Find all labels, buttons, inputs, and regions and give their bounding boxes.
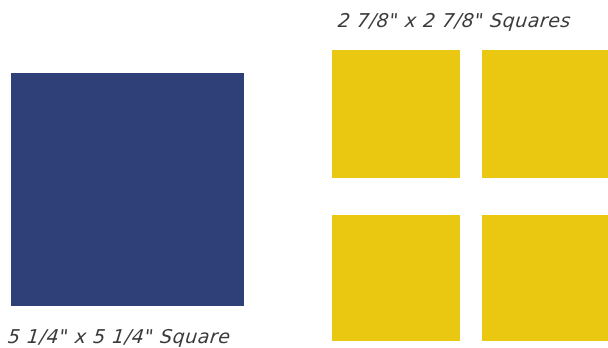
big-square-label: 5 1/4" x 5 1/4" Square xyxy=(6,326,232,348)
yellow-square-bottom-left xyxy=(332,215,460,341)
yellow-square-top-left xyxy=(332,50,460,178)
navy-big-square xyxy=(11,73,244,306)
yellow-square-top-right xyxy=(482,50,608,178)
small-squares-label: 2 7/8" x 2 7/8" Squares xyxy=(336,10,573,32)
canvas: { "labels": { "small_squares": "2 7/8\" … xyxy=(6,10,608,348)
yellow-square-bottom-right xyxy=(482,215,608,341)
